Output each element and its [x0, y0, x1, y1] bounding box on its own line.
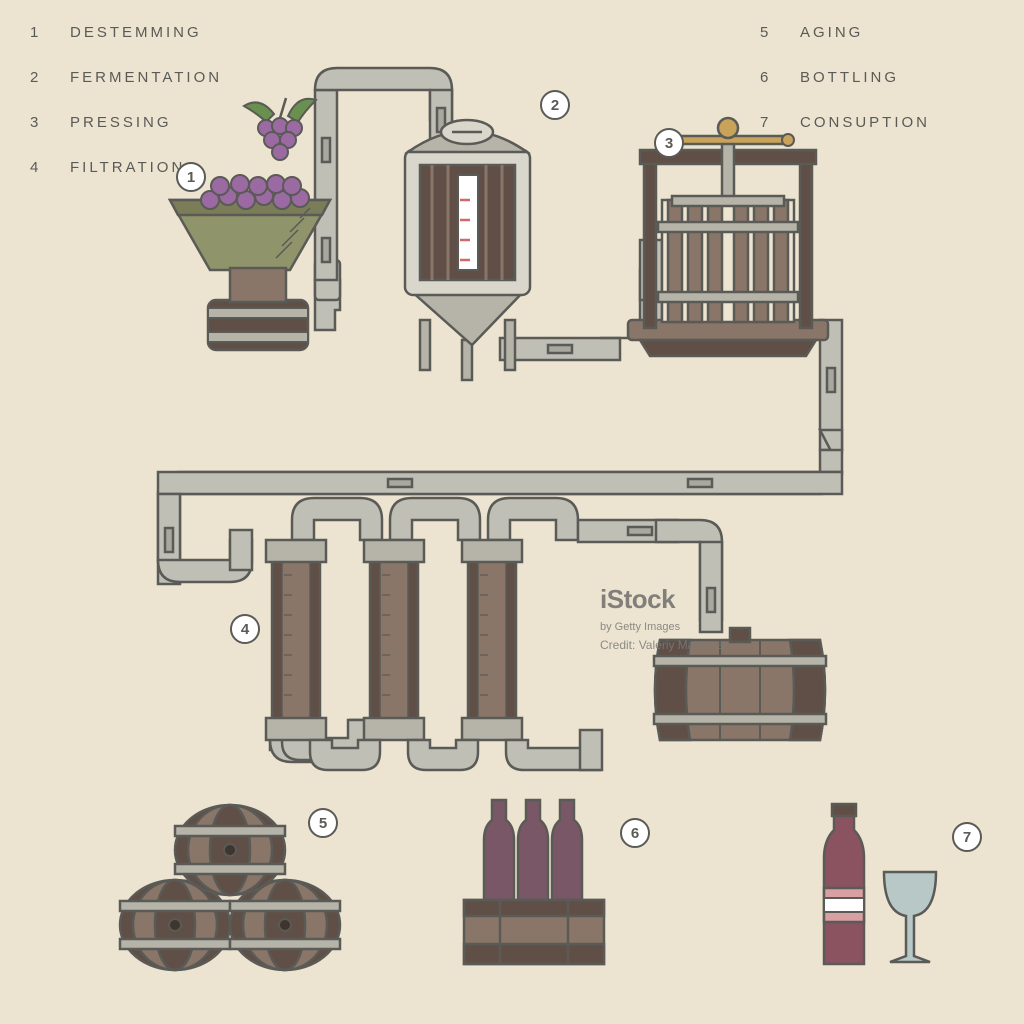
aging-barrels-icon — [120, 805, 340, 970]
watermark-credit-label: Credit: — [600, 638, 635, 652]
marker-7: 7 — [952, 822, 982, 852]
marker-2: 2 — [540, 90, 570, 120]
fermentation-tank-icon — [405, 120, 530, 380]
destemmer-icon — [170, 98, 330, 350]
watermark-credit: Valeriy Matveyev — [639, 638, 729, 652]
consumption-icon — [824, 804, 936, 964]
marker-3: 3 — [654, 128, 684, 158]
watermark-brand: iStock — [600, 580, 729, 619]
wine-process-diagram — [0, 0, 1024, 1024]
marker-6: 6 — [620, 818, 650, 848]
watermark-byline: by Getty Images — [600, 619, 729, 636]
marker-5: 5 — [308, 808, 338, 838]
bottling-icon — [464, 800, 604, 964]
marker-1: 1 — [176, 162, 206, 192]
marker-4: 4 — [230, 614, 260, 644]
stock-watermark: iStock by Getty Images Credit: Valeriy M… — [600, 580, 729, 654]
